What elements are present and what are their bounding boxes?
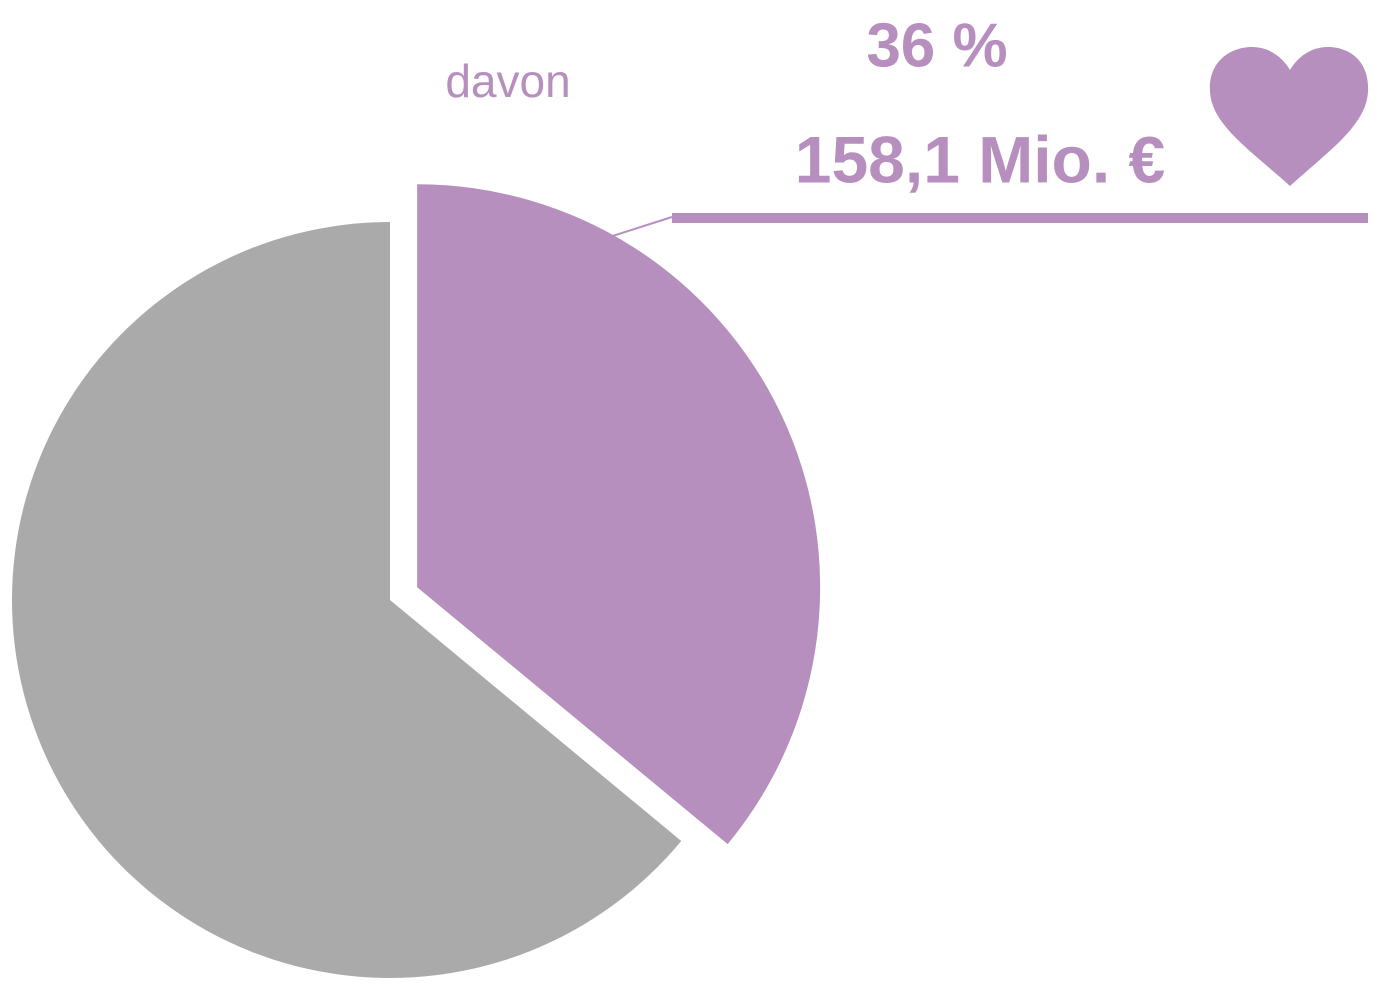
heart-icon <box>1209 47 1369 186</box>
pie-slice <box>11 222 682 979</box>
value-label: 36 % <box>866 11 1007 80</box>
annotation-amount: 158,1 Mio. € <box>795 122 1166 196</box>
pie-slice <box>417 184 821 845</box>
annotation: davon <box>445 55 570 107</box>
leader-line <box>599 216 673 241</box>
